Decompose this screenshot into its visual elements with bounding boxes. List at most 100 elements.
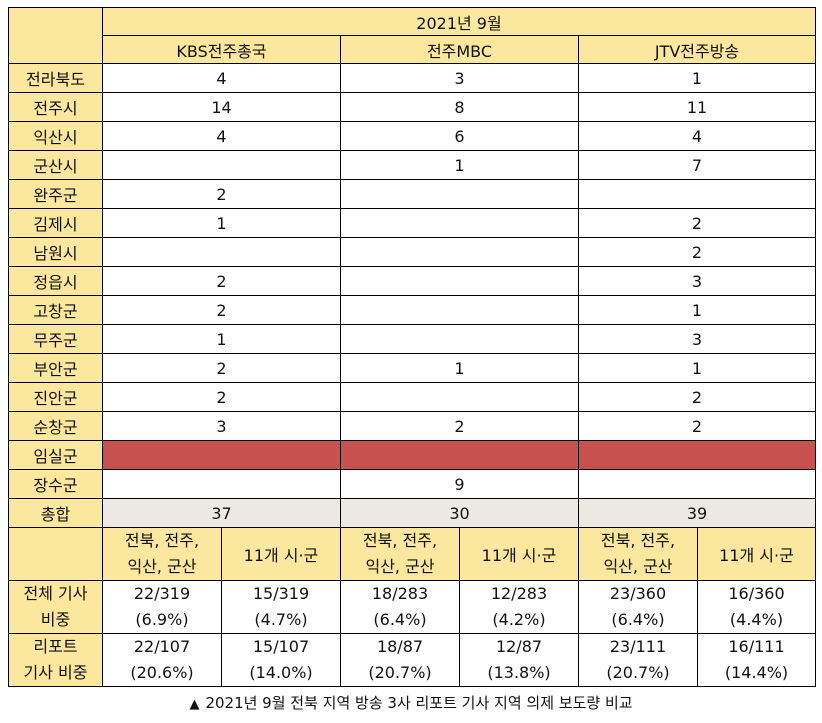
- region-label: 정읍시: [8, 266, 103, 296]
- ratio-cell: 22/319 (6.9%): [102, 580, 222, 634]
- region-label: 전라북도: [8, 63, 103, 93]
- ratio-percent: (20.6%): [130, 663, 194, 682]
- ratio-fraction: 18/283: [371, 584, 429, 603]
- ratio-fraction: 18/87: [376, 637, 424, 656]
- subheader-line: 전북, 전주,: [362, 531, 438, 550]
- ratio-cell: 23/111 (20.7%): [578, 633, 698, 687]
- ratio-fraction: 16/360: [728, 584, 785, 603]
- count-cell: 2: [102, 266, 341, 296]
- ratio-fraction: 12/87: [495, 637, 543, 656]
- ratio-label-line: 리포트: [33, 637, 78, 656]
- table-body: 2021년 9월 KBS전주총국 전주MBC JTV전주방송 전라북도 4 3 1 전주시 14 8…: [8, 7, 816, 687]
- count-cell: 4: [102, 121, 341, 151]
- subheader-line: 전북, 전주,: [124, 531, 200, 550]
- ratio-percent: (6.4%): [373, 610, 427, 629]
- ratio-fraction: 16/111: [728, 637, 785, 656]
- count-cell: [340, 208, 579, 238]
- count-cell: 2: [102, 179, 341, 209]
- ratio-percent: (6.9%): [135, 610, 189, 629]
- region-label: 순창군: [8, 411, 103, 441]
- count-cell: 4: [578, 121, 816, 151]
- region-label: 진안군: [8, 382, 103, 412]
- ratio-cell: 18/283 (6.4%): [340, 580, 460, 634]
- count-cell: 4: [102, 63, 341, 93]
- ratio-label-line: 전체 기사: [23, 584, 88, 603]
- count-cell: 1: [578, 353, 816, 383]
- ratio-fraction: 12/283: [490, 584, 548, 603]
- ratio-percent: (14.4%): [724, 663, 789, 682]
- count-cell: 2: [578, 208, 816, 238]
- table-row: 고창군 2 1: [8, 295, 816, 325]
- subheader-group-a: 전북, 전주, 익산, 군산: [102, 527, 222, 581]
- count-cell: [102, 469, 341, 499]
- ratio-cell: 12/87 (13.8%): [459, 633, 579, 687]
- count-cell: 1: [578, 63, 816, 93]
- ratio-label-line: 비중: [40, 610, 71, 629]
- table-row: 전북, 전주, 익산, 군산 11개 시·군 전북, 전주, 익산, 군산 11개 시·군…: [8, 527, 816, 581]
- count-cell: 2: [578, 237, 816, 267]
- ratio-cell: 12/283 (4.2%): [459, 580, 579, 634]
- count-cell: 3: [578, 324, 816, 354]
- count-cell: 2: [578, 411, 816, 441]
- ratio-fraction: 23/360: [609, 584, 667, 603]
- ratio-fraction: 15/319: [252, 584, 310, 603]
- corner-cell: [8, 7, 103, 64]
- count-cell: [340, 324, 579, 354]
- table-row: 전주시 14 8 11: [8, 92, 816, 122]
- region-label: 고창군: [8, 295, 103, 325]
- count-cell: 1: [340, 353, 579, 383]
- subheader-group-b: 11개 시·군: [697, 527, 816, 581]
- ratio-percent: (20.7%): [368, 663, 432, 682]
- count-cell: 3: [340, 63, 579, 93]
- region-label: 군산시: [8, 150, 103, 180]
- count-cell: 2: [340, 411, 579, 441]
- region-label: 임실군: [8, 440, 103, 470]
- subheader-group-b: 11개 시·군: [221, 527, 341, 581]
- table-row: 전체 기사 비중 22/319 (6.9%) 15/319 (4.7%) 18/283 (6.…: [8, 580, 816, 634]
- table-caption: ▲ 2021년 9월 전북 지역 방송 3사 리포트 기사 지역 의제 보도량 비…: [0, 692, 822, 713]
- broadcaster-header: 전주MBC: [340, 35, 579, 64]
- ratio-fraction: 22/107: [133, 637, 191, 656]
- table-row: 정읍시 2 3: [8, 266, 816, 296]
- count-cell: [578, 469, 816, 499]
- subheader-line: 전북, 전주,: [600, 531, 676, 550]
- ratio-cell: 22/107 (20.6%): [102, 633, 222, 687]
- region-label: 완주군: [8, 179, 103, 209]
- ratio-cell: 15/107 (14.0%): [221, 633, 341, 687]
- count-cell: [102, 440, 341, 470]
- table-row: 장수군 9: [8, 469, 816, 499]
- ratio-fraction: 23/111: [609, 637, 667, 656]
- region-label: 부안군: [8, 353, 103, 383]
- region-label: 익산시: [8, 121, 103, 151]
- table-row: 김제시 1 2: [8, 208, 816, 238]
- count-cell: 1: [102, 324, 341, 354]
- subheader-group-a: 전북, 전주, 익산, 군산: [578, 527, 698, 581]
- table-row: 익산시 4 6 4: [8, 121, 816, 151]
- region-label: 무주군: [8, 324, 103, 354]
- ratio-cell: 16/360 (4.4%): [697, 580, 816, 634]
- region-label: 전주시: [8, 92, 103, 122]
- count-cell: 11: [578, 92, 816, 122]
- table-row: 전라북도 4 3 1: [8, 63, 816, 93]
- ratio-cell: 23/360 (6.4%): [578, 580, 698, 634]
- table-row: 남원시 2: [8, 237, 816, 267]
- coverage-table: 2021년 9월 KBS전주총국 전주MBC JTV전주방송 전라북도 4 3 1 전주시 14 8…: [8, 7, 816, 687]
- subheader-group-b: 11개 시·군: [459, 527, 579, 581]
- total-cell: 39: [578, 498, 816, 528]
- count-cell: 8: [340, 92, 579, 122]
- count-cell: [340, 440, 579, 470]
- table-row: 2021년 9월: [8, 7, 816, 64]
- region-label: 김제시: [8, 208, 103, 238]
- count-cell: 3: [578, 266, 816, 296]
- ratio-percent: (6.4%): [611, 610, 665, 629]
- table-row: 군산시 1 7: [8, 150, 816, 180]
- table-row: 부안군 2 1 1: [8, 353, 816, 383]
- count-cell: 9: [340, 469, 579, 499]
- broadcaster-header: KBS전주총국: [102, 35, 341, 64]
- ratio-percent: (13.8%): [487, 663, 551, 682]
- region-label: 남원시: [8, 237, 103, 267]
- table-row: 진안군 2 2: [8, 382, 816, 412]
- ratio-percent: (20.7%): [606, 663, 670, 682]
- count-cell: [102, 150, 341, 180]
